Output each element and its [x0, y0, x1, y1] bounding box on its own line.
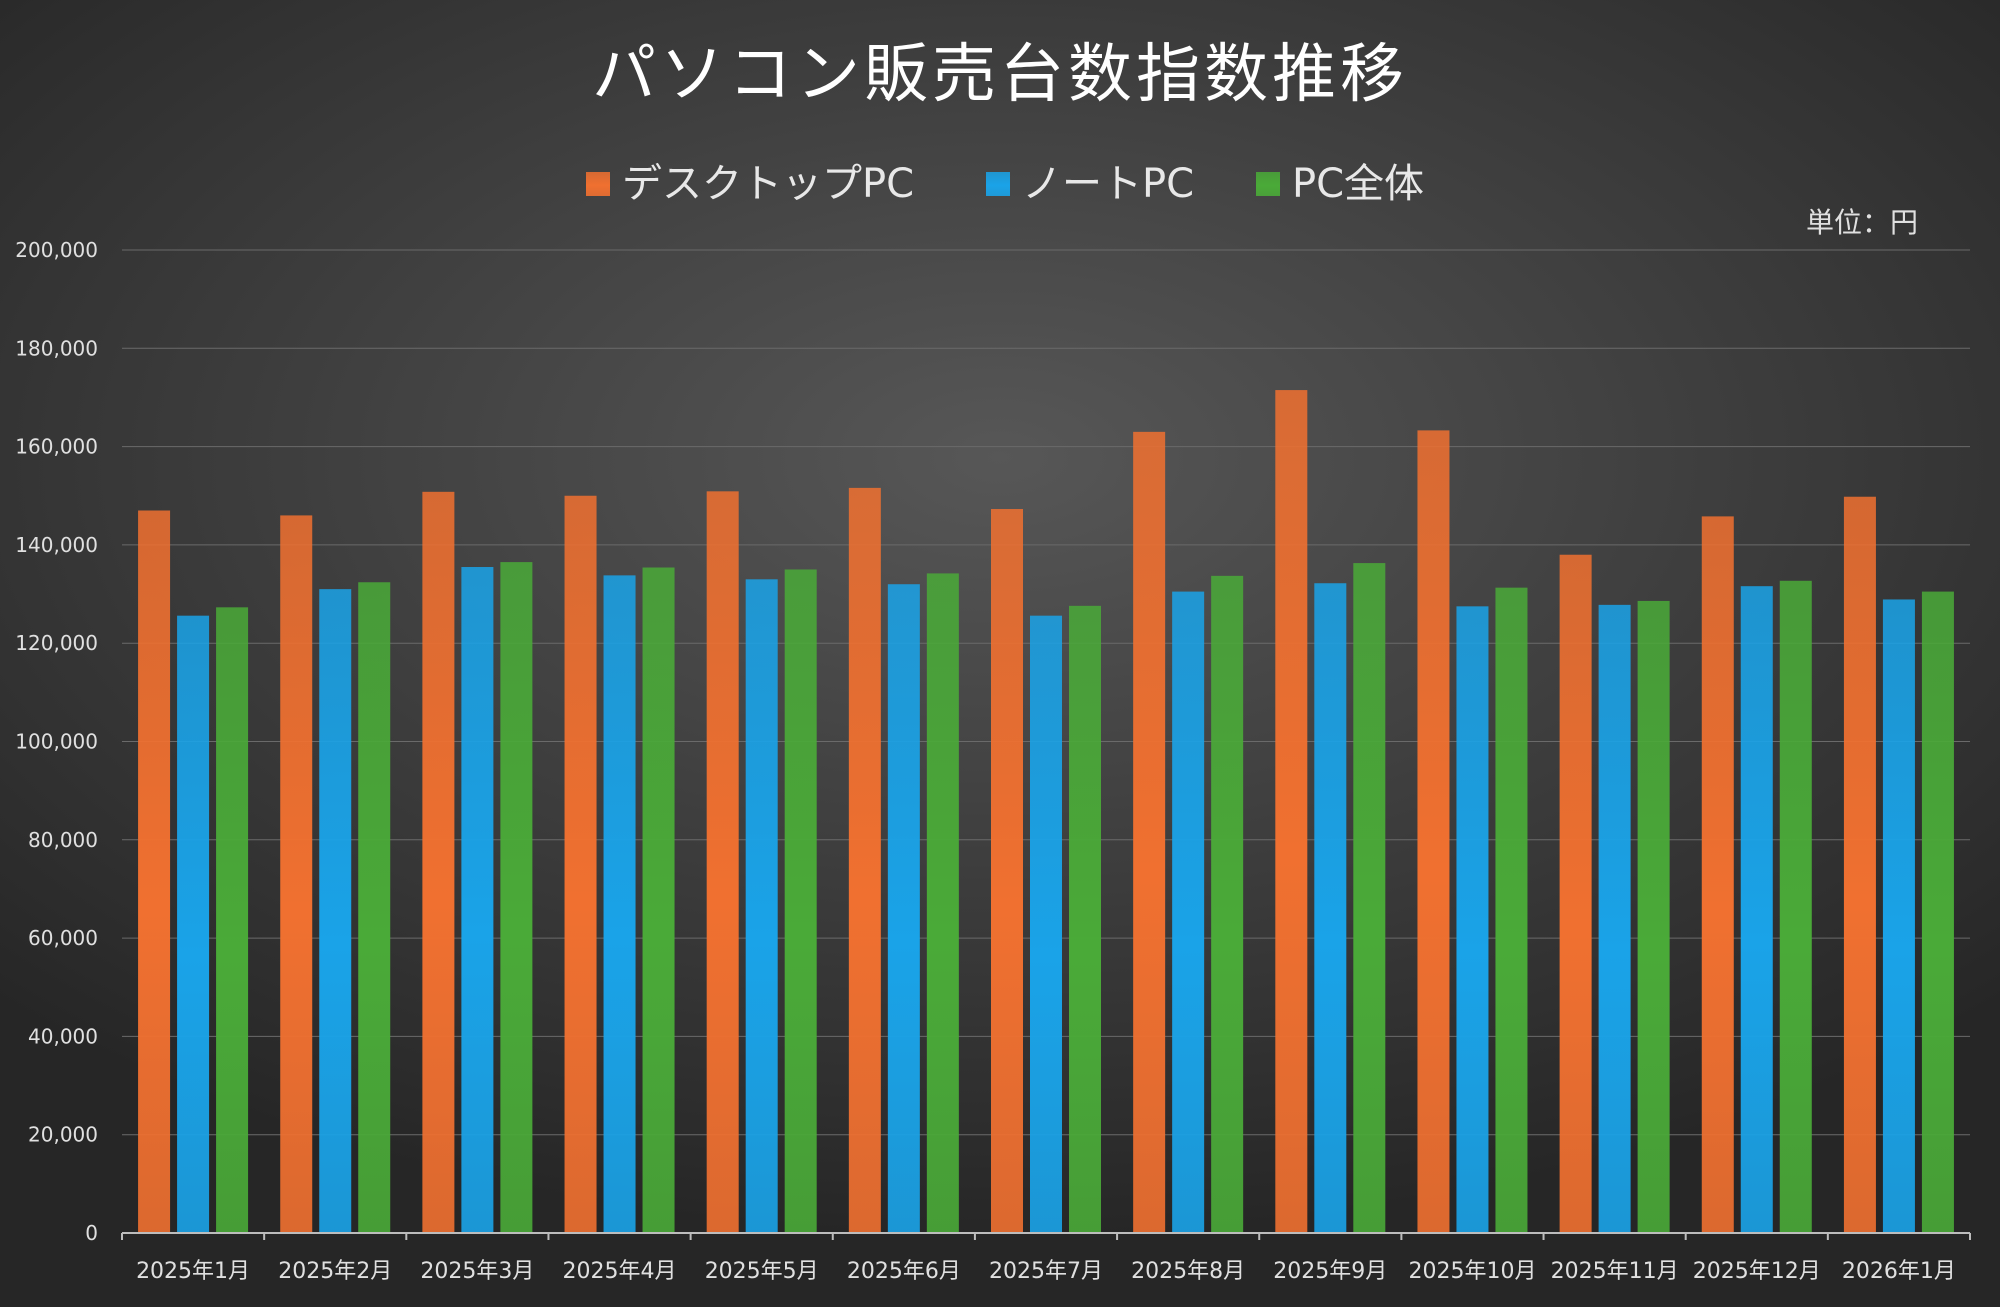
- bar-2-12: [1740, 586, 1773, 1233]
- bar-1-8: [1133, 431, 1166, 1234]
- bar-2-13: [1882, 599, 1915, 1233]
- bar-3-6: [926, 573, 959, 1233]
- bar-1-4: [564, 495, 597, 1233]
- legend-label-2: ノートPC: [1022, 161, 1194, 207]
- bar-1-12: [1701, 516, 1734, 1233]
- legend-swatch-3: [1256, 172, 1280, 196]
- bar-3-4: [642, 567, 675, 1233]
- x-tick-label: 2025年9月: [1273, 1259, 1387, 1284]
- y-tick-label: 180,000: [15, 336, 98, 360]
- bar-1-2: [280, 515, 313, 1233]
- y-tick-label: 0: [85, 1221, 98, 1245]
- bar-3-7: [1069, 605, 1101, 1233]
- x-tick-label: 2025年8月: [1131, 1259, 1245, 1284]
- y-tick-label: 200,000: [15, 238, 98, 262]
- x-tick-label: 2025年12月: [1693, 1259, 1821, 1284]
- bar-1-10: [1417, 430, 1450, 1233]
- bar-2-9: [1314, 583, 1347, 1233]
- bar-1-13: [1843, 496, 1876, 1233]
- y-tick-label: 140,000: [15, 533, 98, 557]
- legend: デスクトップPC ノートPC PC全体: [586, 161, 1424, 207]
- legend-label-3: PC全体: [1292, 161, 1424, 207]
- bar-1-1: [138, 510, 171, 1233]
- x-tick-label: 2025年11月: [1551, 1259, 1679, 1284]
- x-tick-label: 2025年5月: [705, 1259, 819, 1284]
- bar-3-11: [1637, 600, 1670, 1233]
- x-tick-label: 2025年7月: [989, 1259, 1103, 1284]
- bar-2-7: [1030, 615, 1062, 1233]
- bar-3-13: [1921, 591, 1954, 1233]
- bar-2-8: [1172, 591, 1205, 1233]
- bar-3-12: [1779, 580, 1812, 1233]
- bar-1-5: [706, 491, 739, 1233]
- bar-2-2: [319, 589, 352, 1233]
- bar-2-4: [603, 575, 636, 1233]
- bar-1-7: [991, 509, 1023, 1233]
- x-tick-label: 2025年3月: [420, 1259, 534, 1284]
- bar-2-10: [1456, 606, 1489, 1233]
- x-tick-label: 2025年4月: [563, 1259, 677, 1284]
- bar-2-6: [887, 584, 920, 1233]
- bar-3-10: [1495, 587, 1528, 1233]
- chart-title: パソコン販売台数指数推移: [592, 38, 1408, 112]
- y-tick-label: 100,000: [15, 730, 98, 754]
- bar-3-1: [216, 607, 249, 1233]
- unit-label: 単位：円: [1806, 206, 1918, 239]
- x-axis: [121, 1232, 1971, 1240]
- bar-3-9: [1353, 563, 1386, 1233]
- y-tick-label: 40,000: [28, 1024, 98, 1048]
- bar-2-3: [461, 567, 494, 1233]
- y-tick-label: 160,000: [15, 435, 98, 459]
- bar-3-3: [500, 562, 533, 1233]
- bar-3-5: [784, 569, 817, 1233]
- legend-swatch-1: [586, 172, 610, 196]
- bars: [138, 390, 1954, 1234]
- x-tick-label: 2025年2月: [278, 1259, 392, 1284]
- x-tick-label: 2025年10月: [1408, 1259, 1536, 1284]
- bar-1-9: [1275, 390, 1308, 1233]
- y-axis-ticks: 0 20,000 40,000 60,000 80,000 100,000 120,000 1…: [15, 238, 98, 1245]
- y-tick-label: 80,000: [28, 828, 98, 852]
- legend-swatch-2: [986, 172, 1010, 196]
- y-tick-label: 60,000: [28, 926, 98, 950]
- y-tick-label: 120,000: [15, 631, 98, 655]
- bar-2-11: [1598, 604, 1631, 1233]
- bar-3-2: [358, 582, 391, 1233]
- x-tick-label: 2026年1月: [1842, 1259, 1956, 1284]
- bar-1-3: [422, 491, 455, 1233]
- x-axis-ticks: 2025年1月 2025年2月 2025年3月 2025年4月 2025年5月 2025年…: [136, 1259, 1956, 1284]
- legend-label-1: デスクトップPC: [622, 161, 914, 207]
- bar-1-11: [1559, 554, 1592, 1233]
- x-tick-label: 2025年1月: [136, 1259, 250, 1284]
- y-tick-label: 20,000: [28, 1123, 98, 1147]
- bar-3-8: [1211, 575, 1244, 1233]
- bar-1-6: [848, 487, 881, 1233]
- bar-2-5: [745, 579, 778, 1233]
- x-tick-label: 2025年6月: [847, 1259, 961, 1284]
- bar-2-1: [177, 615, 210, 1233]
